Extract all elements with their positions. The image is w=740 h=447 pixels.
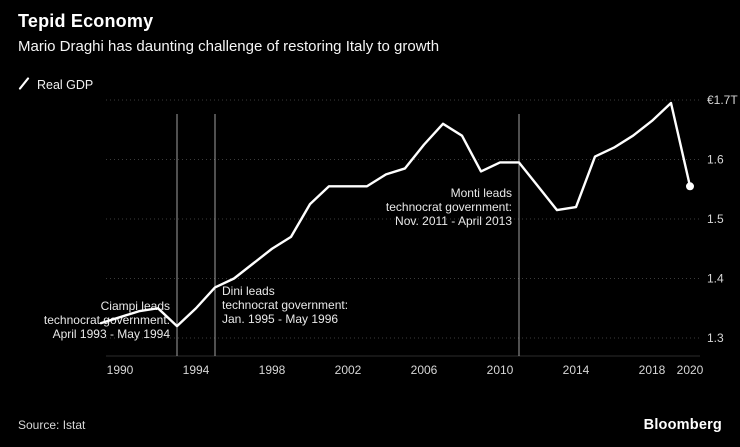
annotation-text: Dini leads [222, 284, 275, 298]
x-tick-label: 2002 [335, 363, 362, 377]
y-tick-label: 1.5 [707, 212, 724, 226]
annotation-text: technocrat government: [44, 313, 170, 327]
gdp-line [99, 101, 692, 328]
chart-subtitle: Mario Draghi has daunting challenge of r… [18, 38, 440, 55]
y-tick-label: 1.6 [707, 153, 724, 167]
x-tick-label: 2014 [563, 363, 590, 377]
bloomberg-logo: Bloomberg [643, 417, 722, 433]
annotation-text: Jan. 1995 - May 1996 [222, 312, 338, 326]
gdp-chart: €1.7T 1.6 1.5 1.4 1.3 1990 1994 1998 2002 2006 201… [44, 93, 738, 377]
legend: Real GDP [18, 77, 93, 93]
chart-title: Tepid Economy [18, 11, 154, 31]
source-note: Source: Istat [18, 418, 86, 432]
y-tick-label: €1.7T [707, 93, 738, 107]
y-tick-label: 1.4 [707, 272, 724, 286]
legend-label: Real GDP [37, 78, 94, 92]
annotation-text: April 1993 - May 1994 [53, 327, 171, 341]
line-sample-icon [18, 77, 30, 93]
x-tick-label: 1998 [259, 363, 286, 377]
end-point-marker [686, 182, 694, 191]
x-tick-label: 2020 [677, 363, 704, 377]
x-tick-label: 1990 [107, 363, 134, 377]
annotation-text: Monti leads [451, 186, 512, 200]
x-tick-label: 1994 [183, 363, 210, 377]
annotation-text: Nov. 2011 - April 2013 [395, 214, 512, 228]
x-tick-label: 2010 [487, 363, 514, 377]
annotation-text: technocrat government: [386, 200, 512, 214]
y-tick-label: 1.3 [707, 331, 724, 345]
x-tick-label: 2018 [639, 363, 666, 377]
annotation-text: technocrat government: [222, 298, 348, 312]
x-tick-label: 2006 [411, 363, 438, 377]
